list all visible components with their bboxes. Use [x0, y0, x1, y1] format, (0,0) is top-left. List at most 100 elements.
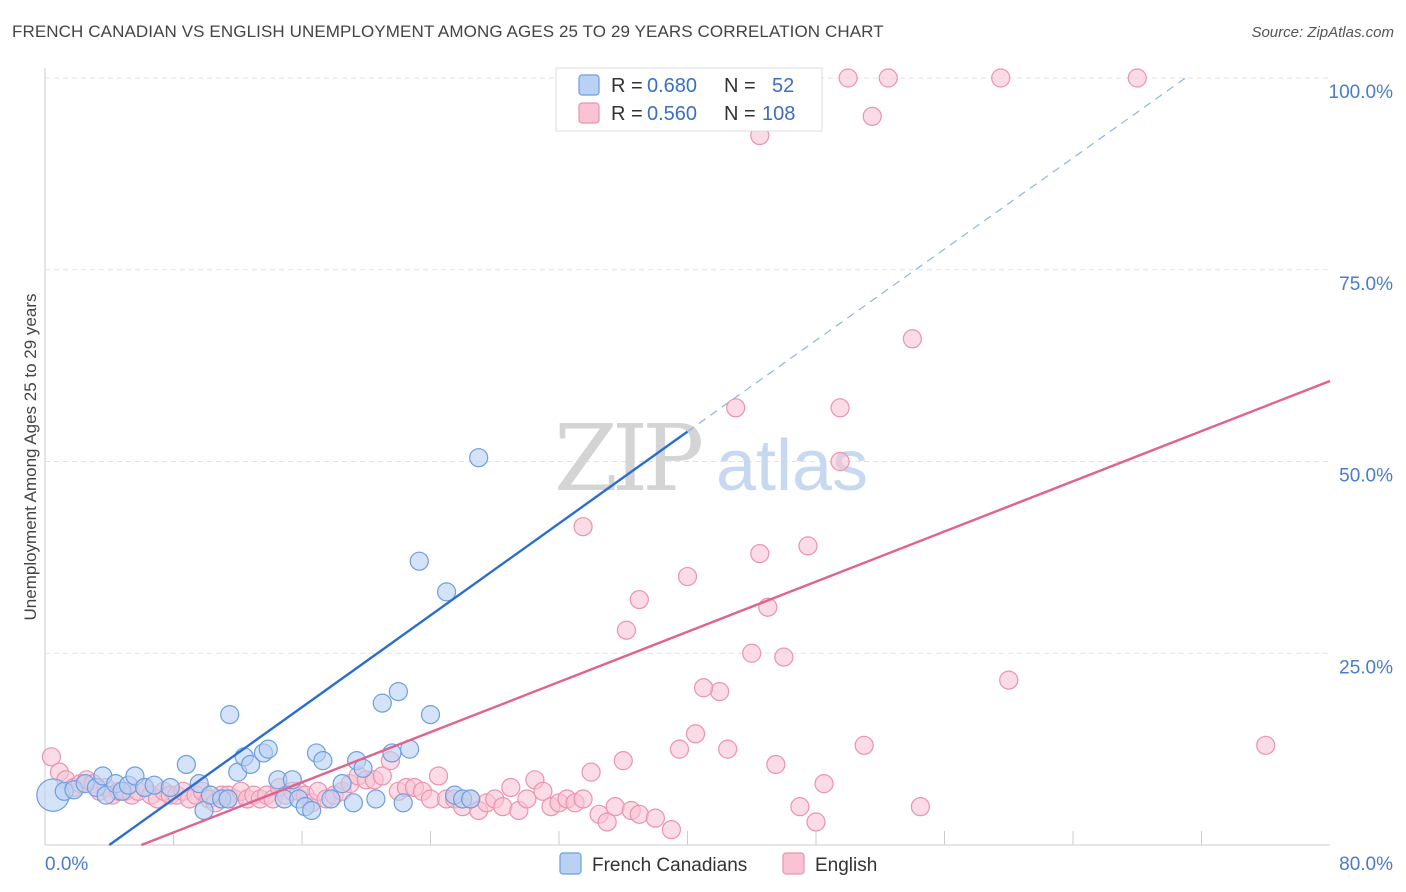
trend-layer [108, 77, 1331, 847]
english-point [830, 451, 850, 472]
legend-n-value-french-canadians: 52 [772, 75, 794, 97]
english-point [710, 681, 730, 702]
french-canadians-point [258, 739, 278, 759]
french-canadians-point [241, 754, 261, 775]
bottom-legend-swatch-french-canadians [559, 852, 582, 875]
english-point [814, 774, 834, 794]
english-point [629, 804, 649, 824]
watermark-zip: ZIP [554, 405, 701, 512]
chart-title: FRENCH CANADIAN VS ENGLISH UNEMPLOYMENT … [12, 22, 884, 41]
french-canadians-point [176, 754, 196, 775]
french-canadians-point [388, 681, 408, 702]
english-point [854, 735, 874, 755]
english-point [613, 751, 633, 771]
english-point [742, 643, 762, 663]
english-point [774, 647, 794, 667]
legend-n-label-french-canadians: N = [724, 75, 756, 97]
french-canadians-point [160, 777, 180, 798]
legend-r-label-english: R = [611, 103, 643, 125]
english-point [493, 797, 513, 817]
english-point [517, 789, 537, 809]
y-tick-label: 75.0% [1339, 274, 1393, 295]
legend-box [555, 67, 823, 132]
axis-layer: 25.0% 50.0% 75.0% 100.0% 0.0% 80.0% [44, 68, 1394, 875]
legend-n-value-english: 108 [762, 103, 795, 125]
english-point [573, 517, 593, 537]
watermark: ZIP atlas [554, 405, 868, 512]
english-point [750, 543, 770, 564]
english-point [830, 398, 850, 418]
english-point [862, 106, 882, 126]
english-point [645, 808, 665, 828]
english-point [766, 754, 786, 775]
english-point [428, 766, 449, 786]
english-point [685, 724, 706, 744]
legend-r-value-english: 0.560 [647, 103, 697, 125]
english-point [991, 68, 1011, 88]
english-point [878, 68, 898, 88]
english-point [661, 820, 682, 840]
french-canadians-point [461, 789, 481, 809]
english-point [726, 398, 746, 418]
french-canadians-point [220, 705, 240, 725]
english-point [533, 781, 553, 801]
legend-swatch-french-canadians [578, 74, 600, 96]
english-point [838, 68, 858, 88]
french-canadians-point [366, 789, 386, 809]
english-point [1127, 68, 1147, 88]
legend-r-label-french-canadians: R = [611, 75, 643, 97]
english-point [999, 670, 1019, 690]
french-canadians-point [321, 789, 341, 809]
french-canadians-point [436, 582, 457, 602]
french-canadians-point [189, 774, 209, 794]
y-tick-label: 50.0% [1339, 466, 1393, 487]
english-point [1256, 735, 1276, 755]
english-point [372, 766, 392, 786]
french-canadians-point [420, 705, 441, 725]
english-trendline [140, 379, 1331, 847]
english-point [605, 797, 625, 817]
english-point [902, 329, 922, 349]
english-point [597, 812, 617, 832]
english-point [790, 797, 810, 817]
french-canadians-trendline [108, 430, 689, 846]
english-point [629, 589, 649, 610]
x-tick-label: 0.0% [45, 854, 88, 875]
english-point [806, 812, 826, 832]
french-canadians-point [218, 789, 238, 809]
french-canadians-point [409, 551, 429, 571]
legend: R = 0.680 N = 52 R = 0.560 N = 108 [555, 67, 823, 132]
bottom-legend: French Canadians English [559, 852, 877, 876]
french-canadians-point [313, 751, 333, 771]
english-point [910, 797, 931, 817]
french-canadians-point [343, 793, 363, 813]
english-point [669, 739, 690, 759]
y-tick-label: 25.0% [1339, 657, 1393, 678]
legend-n-label-english: N = [724, 103, 756, 125]
legend-r-value-french-canadians: 0.680 [647, 75, 697, 97]
french-canadians-point [302, 800, 322, 821]
x-tick-label: 80.0% [1339, 854, 1393, 875]
french-canadians-trendline-extension [687, 77, 1186, 433]
english-point [581, 762, 601, 782]
english-point [718, 739, 738, 759]
french-canadians-point [372, 693, 392, 713]
bottom-legend-swatch-english [782, 852, 805, 875]
english-point [798, 536, 818, 556]
english-point [616, 620, 637, 640]
y-tick-label: 100.0% [1329, 82, 1394, 103]
french-canadians-point [144, 775, 164, 795]
chart-source: Source: ZipAtlas.com [1251, 24, 1394, 41]
english-point [501, 777, 521, 798]
english-point [420, 789, 441, 809]
english-point [41, 747, 62, 767]
legend-swatch-english [578, 102, 600, 124]
french-canadians-point [469, 448, 489, 468]
french-canadians-point [332, 774, 352, 794]
french-canadians-point [393, 793, 413, 813]
english-point [677, 566, 698, 587]
bottom-legend-label-french-canadians: French Canadians [592, 855, 747, 876]
english-point [573, 789, 593, 809]
bottom-legend-label-english: English [815, 855, 877, 876]
